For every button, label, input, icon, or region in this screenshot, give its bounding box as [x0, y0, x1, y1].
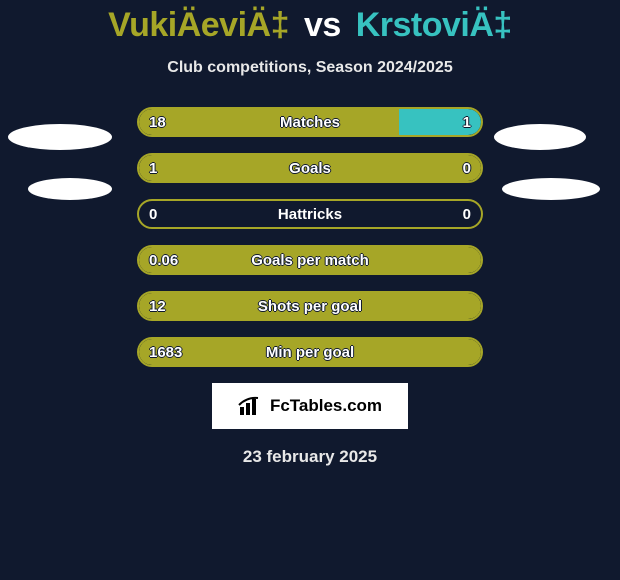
stat-value-left: 1 [149, 153, 157, 183]
stat-row: 1683Min per goal [137, 337, 483, 367]
logo-text: FcTables.com [270, 396, 382, 416]
report-date: 23 february 2025 [0, 447, 620, 467]
stat-row: 12Shots per goal [137, 291, 483, 321]
stat-row: 0.06Goals per match [137, 245, 483, 275]
stat-row: 00Hattricks [137, 199, 483, 229]
player-photo [494, 124, 586, 150]
stat-fill-left [139, 109, 399, 135]
stat-fill-left [139, 247, 481, 273]
player-right-name: KrstoviÄ‡ [356, 6, 512, 44]
stat-value-left: 18 [149, 107, 166, 137]
player-photo [502, 178, 600, 200]
player-left-name: VukiÄeviÄ‡ [108, 6, 289, 44]
stat-value-right: 1 [463, 107, 471, 137]
bar-chart-icon [238, 395, 264, 417]
stat-value-right: 0 [463, 199, 471, 229]
stat-value-left: 1683 [149, 337, 182, 367]
stat-fill-left [139, 293, 481, 319]
stat-value-left: 12 [149, 291, 166, 321]
stat-value-left: 0 [149, 199, 157, 229]
page-title: VukiÄeviÄ‡ vs KrstoviÄ‡ [0, 6, 620, 45]
stat-bar-track [137, 245, 483, 275]
stat-value-left: 0.06 [149, 245, 178, 275]
fctables-logo[interactable]: FcTables.com [212, 383, 408, 429]
subtitle: Club competitions, Season 2024/2025 [0, 59, 620, 77]
stat-bar-track [137, 199, 483, 229]
stat-row: 10Goals [137, 153, 483, 183]
vs-separator: vs [304, 6, 341, 44]
player-photo [28, 178, 112, 200]
stat-value-right: 0 [463, 153, 471, 183]
stat-fill-left [139, 339, 481, 365]
stat-fill-left [139, 155, 481, 181]
stat-row: 181Matches [137, 107, 483, 137]
comparison-card: VukiÄeviÄ‡ vs KrstoviÄ‡ Club competition… [0, 0, 620, 467]
stat-bar-track [137, 107, 483, 137]
stat-rows: 181Matches10Goals00Hattricks0.06Goals pe… [137, 107, 483, 367]
stat-bar-track [137, 337, 483, 367]
player-photo [8, 124, 112, 150]
stat-bar-track [137, 153, 483, 183]
stat-bar-track [137, 291, 483, 321]
